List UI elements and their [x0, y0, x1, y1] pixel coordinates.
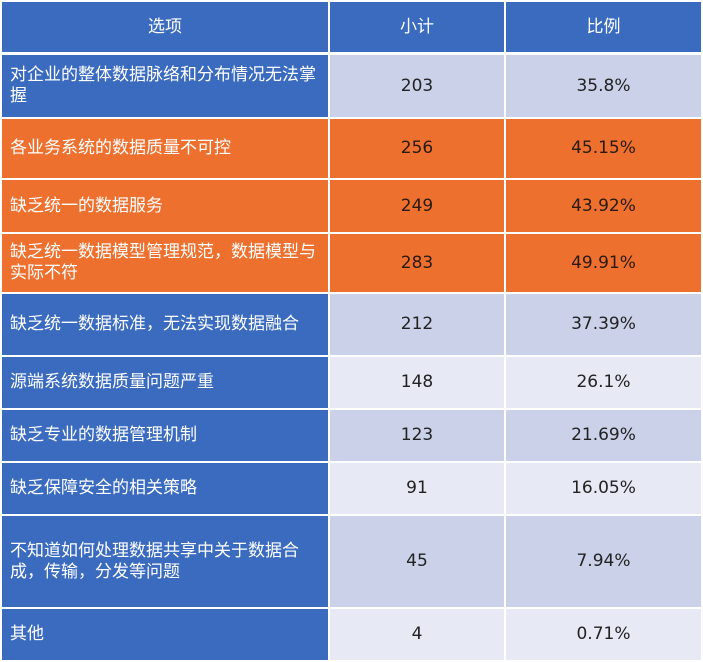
option-cell: 缺乏专业的数据管理机制	[2, 410, 330, 461]
option-cell: 其他	[2, 609, 330, 660]
header-ratio: 比例	[506, 2, 701, 52]
count-cell: 45	[330, 516, 506, 607]
ratio-cell: 16.05%	[506, 463, 701, 514]
table-row: 不知道如何处理数据共享中关于数据合成，传输，分发等问题 45 7.94%	[2, 516, 701, 609]
option-cell: 缺乏统一的数据服务	[2, 180, 330, 232]
count-cell: 203	[330, 55, 506, 117]
ratio-cell: 43.92%	[506, 180, 701, 232]
table-row: 源端系统数据质量问题严重 148 26.1%	[2, 357, 701, 410]
count-cell: 91	[330, 463, 506, 514]
count-cell: 249	[330, 180, 506, 232]
ratio-cell: 49.91%	[506, 234, 701, 292]
count-cell: 256	[330, 119, 506, 178]
ratio-cell: 26.1%	[506, 357, 701, 408]
option-cell: 缺乏保障安全的相关策略	[2, 463, 330, 514]
ratio-cell: 45.15%	[506, 119, 701, 178]
count-cell: 212	[330, 294, 506, 355]
option-cell: 各业务系统的数据质量不可控	[2, 119, 330, 178]
ratio-cell: 21.69%	[506, 410, 701, 461]
count-cell: 148	[330, 357, 506, 408]
count-cell: 123	[330, 410, 506, 461]
table-row-highlighted: 缺乏统一数据模型管理规范，数据模型与实际不符 283 49.91%	[2, 234, 701, 294]
ratio-cell: 35.8%	[506, 55, 701, 117]
option-cell: 缺乏统一数据模型管理规范，数据模型与实际不符	[2, 234, 330, 292]
table-row-highlighted: 缺乏统一的数据服务 249 43.92%	[2, 180, 701, 234]
ratio-cell: 7.94%	[506, 516, 701, 607]
option-cell: 对企业的整体数据脉络和分布情况无法掌握	[2, 55, 330, 117]
count-cell: 283	[330, 234, 506, 292]
option-cell: 不知道如何处理数据共享中关于数据合成，传输，分发等问题	[2, 516, 330, 607]
table-row-highlighted: 各业务系统的数据质量不可控 256 45.15%	[2, 119, 701, 180]
ratio-cell: 0.71%	[506, 609, 701, 660]
table-header-row: 选项 小计 比例	[2, 2, 701, 55]
header-count: 小计	[330, 2, 506, 52]
option-cell: 缺乏统一数据标准，无法实现数据融合	[2, 294, 330, 355]
table-row: 对企业的整体数据脉络和分布情况无法掌握 203 35.8%	[2, 55, 701, 119]
ratio-cell: 37.39%	[506, 294, 701, 355]
table-row: 其他 4 0.71%	[2, 609, 701, 662]
header-option: 选项	[2, 2, 330, 52]
table-row: 缺乏专业的数据管理机制 123 21.69%	[2, 410, 701, 463]
count-cell: 4	[330, 609, 506, 660]
option-cell: 源端系统数据质量问题严重	[2, 357, 330, 408]
table-row: 缺乏保障安全的相关策略 91 16.05%	[2, 463, 701, 516]
table-row: 缺乏统一数据标准，无法实现数据融合 212 37.39%	[2, 294, 701, 357]
